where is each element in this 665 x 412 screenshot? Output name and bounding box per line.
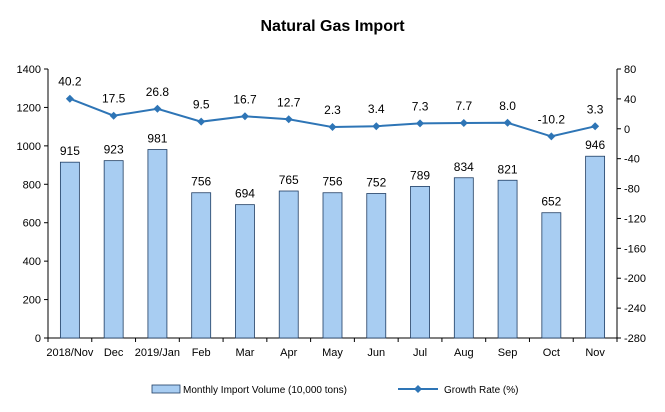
y-right-tick-label: -240 bbox=[624, 303, 646, 315]
growth-point bbox=[459, 119, 468, 128]
bar-value-label: 946 bbox=[585, 138, 605, 152]
x-tick-label: Jun bbox=[367, 347, 385, 359]
growth-point bbox=[284, 115, 293, 124]
y-right-tick-label: -40 bbox=[624, 154, 640, 166]
growth-value-label: 3.4 bbox=[368, 102, 385, 116]
bar bbox=[235, 204, 255, 339]
growth-value-label: 8.0 bbox=[499, 99, 516, 113]
bar-value-label: 756 bbox=[322, 175, 342, 189]
growth-value-label: 26.8 bbox=[146, 85, 170, 99]
bar-value-label: 752 bbox=[366, 176, 386, 190]
y-left-tick-label: 1000 bbox=[17, 141, 41, 153]
legend-line-label: Growth Rate (%) bbox=[444, 385, 518, 396]
data-labels: 915 923 981 756 694 765 756 752 789 834 821 652 946 4… bbox=[58, 75, 605, 209]
legend-bar-label: Monthly Import Volume (10,000 tons) bbox=[183, 385, 347, 396]
bar bbox=[59, 161, 80, 339]
bar-value-label: 756 bbox=[191, 175, 211, 189]
growth-point bbox=[153, 104, 162, 113]
x-tick-label: Sep bbox=[498, 347, 518, 359]
growth-point bbox=[547, 132, 556, 141]
y-right-tick-label: 80 bbox=[624, 64, 636, 76]
x-tick-label: Dec bbox=[104, 347, 124, 359]
x-tick-label: Aug bbox=[454, 347, 474, 359]
bar-value-label: 915 bbox=[60, 144, 80, 158]
growth-value-label: 3.3 bbox=[587, 102, 604, 116]
y-right-tick-label: -280 bbox=[624, 333, 646, 345]
y-left-tick-label: 1200 bbox=[17, 102, 41, 114]
bar bbox=[191, 192, 212, 339]
bar-value-label: 821 bbox=[498, 162, 518, 176]
growth-value-label: 7.7 bbox=[455, 99, 472, 113]
bar bbox=[322, 192, 343, 339]
growth-point bbox=[65, 94, 74, 103]
x-tick-label: May bbox=[322, 347, 343, 359]
y-left-tick-label: 600 bbox=[23, 218, 41, 230]
growth-value-label: 12.7 bbox=[277, 95, 301, 109]
bar bbox=[147, 149, 168, 339]
y-left-tick-label: 1400 bbox=[17, 64, 41, 76]
x-tick-label: Oct bbox=[543, 347, 560, 359]
growth-value-label: 40.2 bbox=[58, 75, 82, 89]
chart-title: Natural Gas Import bbox=[260, 18, 405, 35]
bar-value-label: 694 bbox=[235, 187, 255, 201]
y-right-tick-label: -160 bbox=[624, 243, 646, 255]
x-tick-label: Apr bbox=[280, 347, 297, 359]
y-left-tick-label: 400 bbox=[23, 256, 41, 268]
bar bbox=[541, 212, 562, 339]
growth-point bbox=[197, 117, 206, 126]
growth-point bbox=[109, 111, 118, 120]
growth-point bbox=[503, 118, 512, 127]
growth-value-label: -10.2 bbox=[538, 112, 566, 126]
bar-value-label: 981 bbox=[147, 132, 167, 146]
bar bbox=[453, 177, 474, 339]
y-right-tick-label: -200 bbox=[624, 273, 646, 285]
legend-line-marker bbox=[414, 385, 422, 393]
bar bbox=[366, 193, 387, 339]
bar bbox=[497, 179, 518, 339]
y-left-tick-label: 800 bbox=[23, 179, 41, 191]
bar bbox=[103, 160, 124, 339]
y-right-tick-label: -120 bbox=[624, 213, 646, 225]
bar-value-label: 765 bbox=[279, 173, 299, 187]
y-left-tick-label: 0 bbox=[35, 333, 41, 345]
bar-value-label: 652 bbox=[541, 195, 561, 209]
x-tick-label: Mar bbox=[235, 347, 254, 359]
growth-point bbox=[416, 119, 425, 128]
growth-point bbox=[591, 122, 600, 131]
bar-value-label: 789 bbox=[410, 168, 430, 182]
x-tick-label: Nov bbox=[585, 347, 605, 359]
x-tick-label: Jul bbox=[413, 347, 427, 359]
y-right-tick-label: 40 bbox=[624, 94, 636, 106]
y-right-tick-label: -80 bbox=[624, 184, 640, 196]
growth-point bbox=[372, 122, 381, 131]
growth-value-label: 2.3 bbox=[324, 103, 341, 117]
y-right-tick-label: 0 bbox=[624, 124, 630, 136]
growth-value-label: 17.5 bbox=[102, 92, 126, 106]
bars bbox=[59, 149, 606, 339]
x-tick-label: 2019/Jan bbox=[135, 347, 180, 359]
legend-bar-swatch bbox=[151, 384, 181, 394]
growth-line bbox=[65, 94, 600, 141]
x-tick-label: 2018/Nov bbox=[46, 347, 94, 359]
bar bbox=[585, 155, 606, 339]
bar bbox=[278, 190, 299, 339]
bar bbox=[410, 185, 430, 339]
bar-value-label: 923 bbox=[104, 143, 124, 157]
x-tick-label: Feb bbox=[192, 347, 211, 359]
bar-value-label: 834 bbox=[454, 160, 474, 174]
growth-value-label: 16.7 bbox=[233, 92, 257, 106]
growth-point bbox=[328, 123, 337, 132]
y-left-tick-label: 200 bbox=[23, 295, 41, 307]
growth-point bbox=[240, 112, 249, 121]
legend: Monthly Import Volume (10,000 tons) Growt… bbox=[151, 384, 518, 396]
growth-value-label: 7.3 bbox=[412, 99, 429, 113]
growth-value-label: 9.5 bbox=[193, 98, 210, 112]
